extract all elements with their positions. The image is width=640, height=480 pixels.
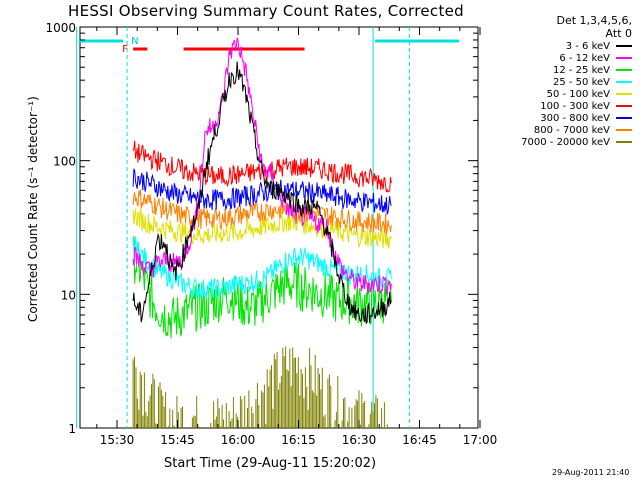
legend-entry: 7000 - 20000 keV bbox=[486, 136, 632, 148]
legend-header-line-2: Att 0 bbox=[605, 27, 632, 40]
legend-swatch bbox=[616, 141, 632, 143]
x-tick-label: 15:45 bbox=[160, 433, 195, 447]
legend-entry: 800 - 7000 keV bbox=[486, 124, 632, 136]
series-line-8 bbox=[132, 346, 388, 428]
y-tick-label: 10 bbox=[61, 288, 76, 302]
legend-entry-label: 50 - 100 keV bbox=[546, 88, 610, 100]
series-line-6 bbox=[132, 168, 392, 216]
series-line-0 bbox=[132, 61, 392, 325]
legend-entry-label: 3 - 6 keV bbox=[565, 40, 610, 52]
legend-entry-label: 12 - 25 keV bbox=[552, 64, 610, 76]
y-tick-label: 1000 bbox=[45, 21, 76, 35]
legend-swatch bbox=[616, 129, 632, 131]
legend-entry: 300 - 800 keV bbox=[486, 112, 632, 124]
plot-timestamp: 29-Aug-2011 21:40 bbox=[552, 468, 630, 477]
legend-swatch bbox=[616, 105, 632, 107]
x-axis-label: Start Time (29-Aug-11 15:20:02) bbox=[164, 456, 377, 471]
legend: 3 - 6 keV 6 - 12 keV 12 - 25 keV 25 - 50 ke… bbox=[486, 40, 632, 148]
night-label: N bbox=[131, 36, 138, 47]
legend-entry: 50 - 100 keV bbox=[486, 88, 632, 100]
legend-header-line-1: Det 1,3,4,5,6, bbox=[556, 14, 632, 27]
y-axis-label: Corrected Count Rate (s⁻¹ detector⁻¹) bbox=[26, 96, 40, 322]
legend-entry: 100 - 300 keV bbox=[486, 100, 632, 112]
chart-title: HESSI Observing Summary Count Rates, Cor… bbox=[68, 2, 464, 20]
legend-swatch bbox=[616, 69, 632, 71]
legend-entry-label: 300 - 800 keV bbox=[540, 112, 610, 124]
x-tick-label: 15:30 bbox=[100, 433, 135, 447]
legend-entry-label: 6 - 12 keV bbox=[559, 52, 610, 64]
x-tick-label: 16:15 bbox=[281, 433, 316, 447]
legend-swatch bbox=[616, 45, 632, 47]
legend-swatch bbox=[616, 57, 632, 59]
legend-entry-label: 25 - 50 keV bbox=[552, 76, 610, 88]
legend-swatch bbox=[616, 117, 632, 119]
legend-entry: 3 - 6 keV bbox=[486, 40, 632, 52]
legend-entry: 12 - 25 keV bbox=[486, 64, 632, 76]
series-layer bbox=[132, 37, 392, 428]
y-tick-label: 1 bbox=[68, 422, 76, 436]
flare-label: F bbox=[122, 44, 128, 55]
x-tick-label: 16:45 bbox=[402, 433, 437, 447]
series-line-4 bbox=[132, 208, 392, 249]
x-tick-label: 16:30 bbox=[342, 433, 377, 447]
axes-layer: 15:30 15:45 16:00 16:15 16:30 16:45 17:00 1 10 10… bbox=[45, 21, 497, 447]
annotation-layer: FN bbox=[76, 27, 459, 428]
y-tick-label: 100 bbox=[53, 155, 76, 169]
x-tick-label: 16:00 bbox=[221, 433, 256, 447]
legend-entry-label: 100 - 300 keV bbox=[540, 100, 610, 112]
legend-entry-label: 7000 - 20000 keV bbox=[521, 136, 610, 148]
series-line-7 bbox=[132, 189, 392, 235]
legend-entry-label: 800 - 7000 keV bbox=[533, 124, 610, 136]
x-tick-label: 17:00 bbox=[463, 433, 498, 447]
legend-header: Det 1,3,4,5,6, Att 0 bbox=[520, 14, 632, 40]
legend-swatch bbox=[616, 93, 632, 95]
legend-entry: 6 - 12 keV bbox=[486, 52, 632, 64]
legend-swatch bbox=[616, 81, 632, 83]
legend-entry: 25 - 50 keV bbox=[486, 76, 632, 88]
